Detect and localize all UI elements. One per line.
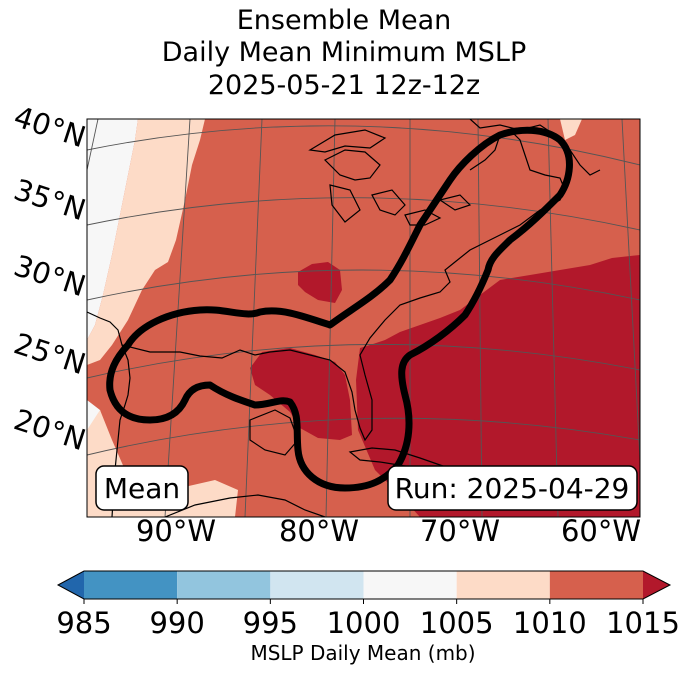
pressure-field-above-1015-gulf — [250, 348, 352, 440]
lon-line-65 — [547, 119, 559, 517]
colorbar-tick-label: 1015 — [606, 606, 680, 640]
coastline-gulf — [87, 311, 131, 517]
colorbar-tick-label: 995 — [243, 606, 298, 640]
colorbar-segment — [84, 571, 178, 599]
run-box-text: Run: 2025-04-29 — [395, 472, 630, 505]
mean-box — [95, 465, 189, 511]
colorbar: 985 990 995 1000 1005 1010 1015 MSLP Daily Mea… — [56, 570, 680, 665]
run-box — [387, 465, 638, 511]
lon-line-70 — [477, 119, 483, 517]
lat-labels: 40°N 35°N 30°N 25°N 20°N — [10, 99, 90, 457]
lon-label-90: 90°W — [136, 514, 216, 548]
colorbar-segment — [270, 571, 364, 599]
lat-line-35 — [87, 197, 640, 231]
colorbar-extend-high — [643, 571, 670, 599]
colorbar-tick-label: 1010 — [513, 606, 587, 640]
map-area — [87, 119, 640, 517]
lon-labels: 90°W 80°W 70°W 60°W — [136, 514, 641, 548]
pressure-field-1000-1005-west — [87, 119, 138, 340]
map-frame — [86, 118, 641, 518]
colorbar-tick-label: 985 — [56, 606, 111, 640]
coastline-yucatan — [249, 409, 299, 456]
colorbar-segment — [363, 571, 457, 599]
colorbar-tick-label: 1000 — [327, 606, 401, 640]
coastline-gulf-north — [121, 131, 566, 442]
lon-line-90 — [164, 119, 191, 517]
coastline-central-america — [164, 494, 326, 517]
lat-line-25 — [87, 343, 640, 379]
colorbar-segment — [177, 571, 271, 599]
lat-label-35: 35°N — [10, 172, 90, 227]
pressure-field-above-1015-atlantic — [356, 255, 640, 517]
ensemble-contour — [106, 126, 573, 492]
chart-title-line-2: Daily Mean Minimum MSLP — [161, 37, 527, 68]
colorbar-segments — [84, 571, 643, 599]
colorbar-tick-label: 990 — [149, 606, 204, 640]
lat-label-40: 40°N — [10, 99, 90, 154]
lon-label-70: 70°W — [420, 514, 500, 548]
coastline-great-lakes — [323, 149, 472, 226]
mean-box-text: Mean — [104, 472, 180, 505]
lon-line-60 — [621, 119, 640, 461]
colorbar-label: MSLP Daily Mean (mb) — [250, 641, 475, 665]
colorbar-segment — [549, 571, 643, 599]
lon-line-95 — [87, 119, 99, 171]
lon-line-85 — [244, 119, 263, 517]
lon-label-60: 60°W — [561, 514, 641, 548]
pressure-field-1005-1010-west — [87, 119, 205, 365]
lat-label-30: 30°N — [10, 248, 90, 303]
lat-line-20 — [87, 417, 640, 456]
chart-title-line-3: 2025-05-21 12z-12z — [207, 70, 481, 101]
pressure-field-1005-1010-northeast — [560, 119, 582, 140]
colorbar-tick-label: 1005 — [420, 606, 494, 640]
chart-title-line-1: Ensemble Mean — [236, 5, 452, 36]
coastline-great-lakes-superior — [308, 129, 387, 153]
colorbar-segment — [456, 571, 550, 599]
colorbar-ticks: 985 990 995 1000 1005 1010 1015 — [56, 599, 680, 640]
lon-label-80: 80°W — [279, 514, 359, 548]
lat-line-30 — [87, 269, 640, 301]
lat-label-20: 20°N — [10, 402, 90, 457]
lat-label-25: 25°N — [10, 326, 90, 381]
colorbar-extend-low — [58, 571, 84, 599]
